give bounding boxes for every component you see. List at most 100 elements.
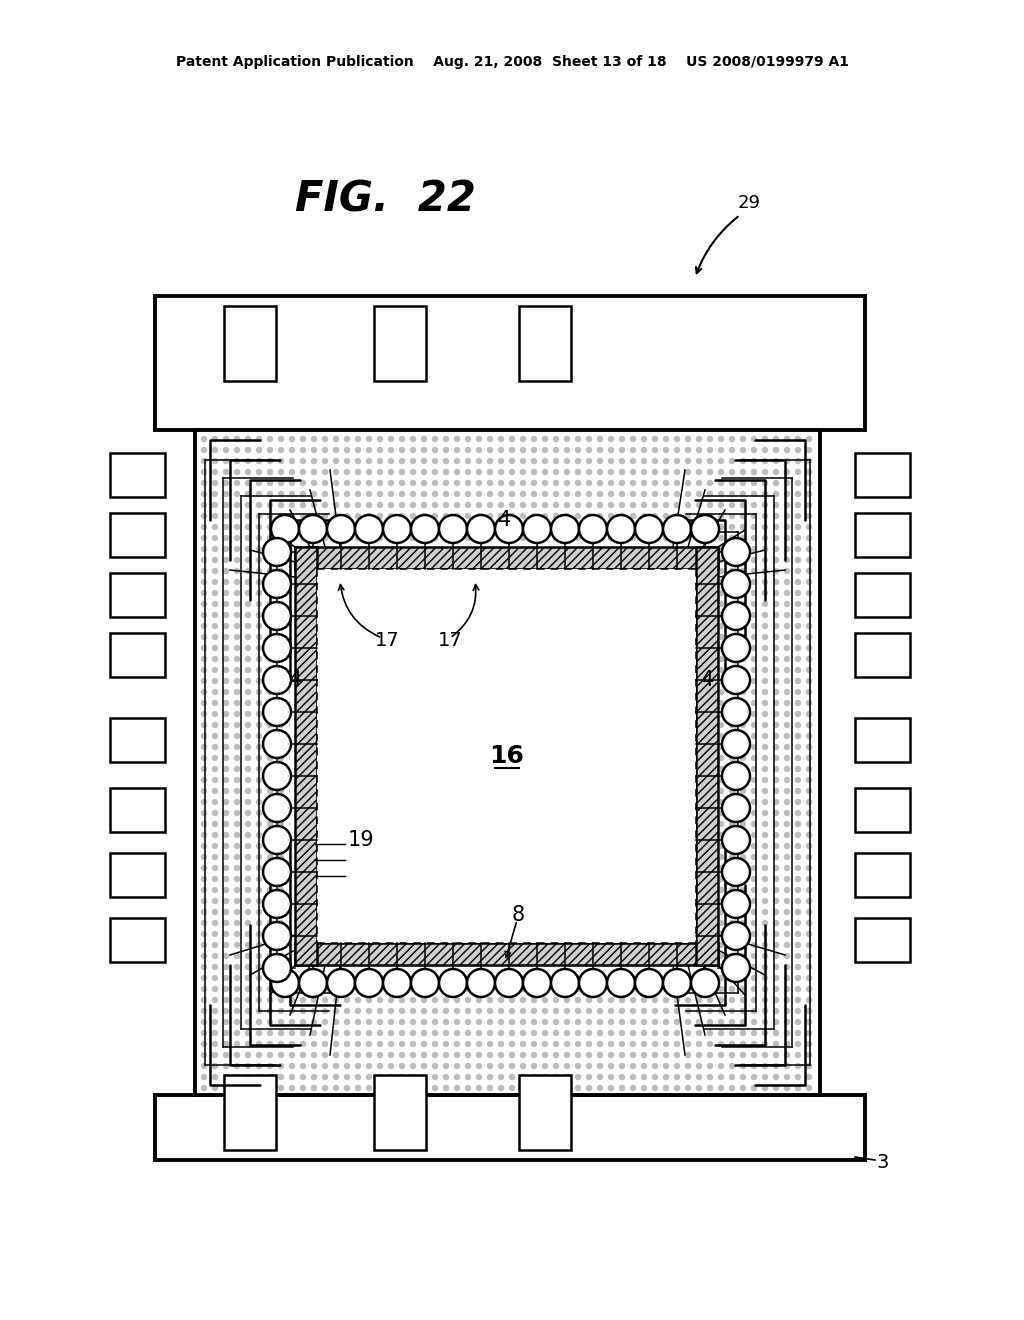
Circle shape bbox=[455, 524, 460, 529]
Circle shape bbox=[773, 569, 778, 573]
Circle shape bbox=[311, 887, 316, 892]
Circle shape bbox=[564, 579, 569, 585]
Circle shape bbox=[455, 590, 460, 595]
Circle shape bbox=[499, 711, 504, 717]
Circle shape bbox=[752, 800, 757, 804]
Circle shape bbox=[729, 887, 734, 892]
Circle shape bbox=[344, 866, 349, 870]
Circle shape bbox=[807, 920, 811, 925]
Circle shape bbox=[234, 1085, 240, 1090]
Circle shape bbox=[543, 612, 548, 618]
Circle shape bbox=[664, 612, 669, 618]
Circle shape bbox=[719, 668, 724, 672]
Circle shape bbox=[554, 513, 558, 519]
Circle shape bbox=[763, 711, 768, 717]
Circle shape bbox=[487, 579, 493, 585]
Circle shape bbox=[575, 1064, 581, 1068]
Circle shape bbox=[279, 1064, 284, 1068]
Circle shape bbox=[279, 1008, 284, 1014]
Circle shape bbox=[234, 491, 240, 496]
Circle shape bbox=[367, 470, 372, 474]
Circle shape bbox=[323, 942, 328, 948]
Circle shape bbox=[664, 986, 669, 991]
Circle shape bbox=[807, 557, 811, 562]
Circle shape bbox=[455, 513, 460, 519]
Circle shape bbox=[344, 843, 349, 849]
Circle shape bbox=[597, 635, 602, 639]
Circle shape bbox=[773, 843, 778, 849]
Circle shape bbox=[443, 437, 449, 441]
Circle shape bbox=[311, 833, 316, 837]
Circle shape bbox=[223, 986, 228, 991]
Circle shape bbox=[752, 1041, 757, 1047]
Circle shape bbox=[752, 1019, 757, 1024]
Circle shape bbox=[432, 887, 437, 892]
Circle shape bbox=[399, 1064, 404, 1068]
Circle shape bbox=[323, 800, 328, 804]
Circle shape bbox=[510, 623, 514, 628]
Circle shape bbox=[279, 899, 284, 903]
Circle shape bbox=[587, 1031, 592, 1035]
Circle shape bbox=[796, 998, 801, 1002]
Circle shape bbox=[279, 656, 284, 661]
Circle shape bbox=[796, 942, 801, 948]
Circle shape bbox=[773, 821, 778, 826]
Circle shape bbox=[311, 843, 316, 849]
Circle shape bbox=[267, 689, 272, 694]
Circle shape bbox=[290, 986, 295, 991]
Circle shape bbox=[213, 998, 217, 1002]
Circle shape bbox=[455, 932, 460, 936]
Circle shape bbox=[300, 590, 305, 595]
Circle shape bbox=[729, 480, 734, 486]
Circle shape bbox=[531, 953, 537, 958]
Circle shape bbox=[311, 711, 316, 717]
Circle shape bbox=[202, 678, 207, 684]
Circle shape bbox=[499, 1052, 504, 1057]
Circle shape bbox=[719, 546, 724, 552]
Circle shape bbox=[355, 833, 360, 837]
Circle shape bbox=[355, 689, 360, 694]
Circle shape bbox=[256, 678, 261, 684]
Circle shape bbox=[719, 942, 724, 948]
Circle shape bbox=[608, 965, 613, 969]
Circle shape bbox=[543, 1064, 548, 1068]
Circle shape bbox=[213, 1041, 217, 1047]
Circle shape bbox=[334, 734, 339, 738]
Circle shape bbox=[554, 1041, 558, 1047]
Circle shape bbox=[267, 546, 272, 552]
Circle shape bbox=[256, 777, 261, 783]
Circle shape bbox=[466, 645, 470, 651]
Circle shape bbox=[763, 767, 768, 771]
Circle shape bbox=[334, 689, 339, 694]
Circle shape bbox=[256, 536, 261, 540]
Circle shape bbox=[290, 623, 295, 628]
Circle shape bbox=[597, 953, 602, 958]
Circle shape bbox=[696, 833, 701, 837]
Circle shape bbox=[378, 524, 383, 529]
Circle shape bbox=[608, 678, 613, 684]
Circle shape bbox=[279, 557, 284, 562]
Circle shape bbox=[510, 920, 514, 925]
Circle shape bbox=[388, 1074, 393, 1080]
Circle shape bbox=[256, 899, 261, 903]
Circle shape bbox=[466, 998, 470, 1002]
Circle shape bbox=[411, 777, 416, 783]
Circle shape bbox=[807, 536, 811, 540]
Circle shape bbox=[554, 612, 558, 618]
Circle shape bbox=[510, 678, 514, 684]
Circle shape bbox=[443, 833, 449, 837]
Circle shape bbox=[422, 821, 427, 826]
Circle shape bbox=[510, 722, 514, 727]
Circle shape bbox=[773, 536, 778, 540]
Circle shape bbox=[234, 678, 240, 684]
Circle shape bbox=[620, 689, 625, 694]
Circle shape bbox=[367, 503, 372, 507]
Circle shape bbox=[685, 909, 690, 915]
Circle shape bbox=[620, 491, 625, 496]
Circle shape bbox=[443, 920, 449, 925]
Circle shape bbox=[487, 447, 493, 453]
Circle shape bbox=[675, 557, 680, 562]
Circle shape bbox=[543, 1074, 548, 1080]
Circle shape bbox=[520, 800, 525, 804]
Circle shape bbox=[685, 557, 690, 562]
